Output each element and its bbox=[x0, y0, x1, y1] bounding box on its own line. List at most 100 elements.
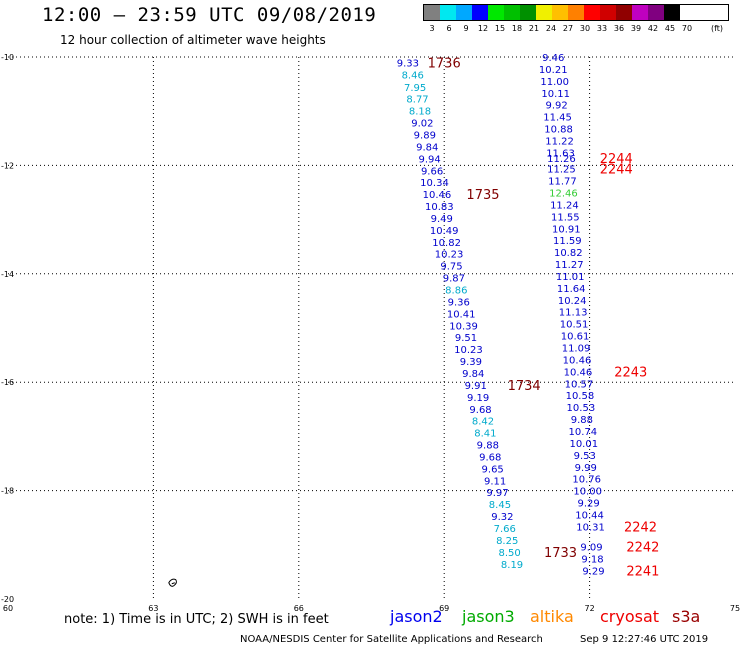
legend-swatch bbox=[488, 5, 504, 20]
swh-value: 9.68 bbox=[469, 405, 491, 416]
legend-swatch bbox=[440, 5, 456, 20]
legend-swatch bbox=[536, 5, 552, 20]
swh-value: 11.01 bbox=[556, 272, 585, 283]
legend-label: 42 bbox=[647, 24, 659, 33]
swh-value: 11.59 bbox=[553, 236, 582, 247]
swh-value: 8.25 bbox=[496, 536, 518, 547]
swh-value: 10.24 bbox=[558, 296, 587, 307]
lon-tick-label: 63 bbox=[148, 604, 158, 613]
swh-value: 9.84 bbox=[416, 142, 438, 153]
legend-label: 70 bbox=[681, 24, 693, 33]
legend-label: 36 bbox=[613, 24, 625, 33]
swh-value: 10.44 bbox=[575, 510, 604, 521]
lon-tick-label: 72 bbox=[585, 604, 595, 613]
time-label: 1734 bbox=[508, 379, 541, 394]
lon-tick-label: 66 bbox=[294, 604, 304, 613]
lat-tick-label: -16 bbox=[1, 378, 14, 387]
swh-value: 10.23 bbox=[454, 345, 483, 356]
swh-value: 9.87 bbox=[443, 274, 465, 285]
swh-value: 10.21 bbox=[539, 65, 568, 76]
swh-value: 10.46 bbox=[564, 367, 593, 378]
swh-value: 9.97 bbox=[486, 488, 508, 499]
legend-label: 9 bbox=[463, 24, 469, 33]
swh-value: 9.88 bbox=[571, 415, 593, 426]
swh-value: 9.91 bbox=[465, 381, 487, 392]
swh-value: 11.25 bbox=[547, 165, 576, 176]
swh-value: 11.09 bbox=[562, 344, 591, 355]
swh-value: 9.39 bbox=[460, 357, 482, 368]
time-label: 2241 bbox=[626, 564, 659, 579]
swh-value: 10.39 bbox=[449, 321, 478, 332]
swh-value: 10.61 bbox=[561, 332, 590, 343]
legend-label: 45 bbox=[664, 24, 676, 33]
legend-swatch bbox=[472, 5, 488, 20]
legend-swatch bbox=[504, 5, 520, 20]
swh-value: 9.84 bbox=[462, 369, 484, 380]
swh-value: 8.46 bbox=[402, 70, 424, 81]
swh-value: 11.27 bbox=[555, 260, 584, 271]
legend-swatch bbox=[552, 5, 568, 20]
map-subtitle: 12 hour collection of altimeter wave hei… bbox=[60, 33, 326, 47]
time-label: 2244 bbox=[600, 152, 633, 167]
legend-unit: (ft) bbox=[710, 24, 724, 33]
legend-swatch bbox=[584, 5, 600, 20]
satellite-jason2: jason2 bbox=[390, 607, 443, 626]
credit-text: NOAA/NESDIS Center for Satellite Applica… bbox=[240, 634, 543, 645]
swh-value: 10.57 bbox=[565, 379, 594, 390]
swh-value: 9.65 bbox=[482, 464, 504, 475]
swh-value: 8.50 bbox=[498, 548, 520, 559]
swh-value: 9.68 bbox=[479, 452, 501, 463]
swh-value: 9.75 bbox=[440, 262, 462, 273]
lat-tick-label: -20 bbox=[1, 595, 14, 604]
legend-label: 30 bbox=[579, 24, 591, 33]
satellite-jason3: jason3 bbox=[462, 607, 515, 626]
swh-value: 10.46 bbox=[423, 190, 452, 201]
legend-label: 18 bbox=[511, 24, 523, 33]
swh-value: 8.86 bbox=[445, 286, 467, 297]
swh-value: 7.95 bbox=[404, 83, 426, 94]
swh-value: 10.41 bbox=[447, 309, 476, 320]
swh-value: 11.00 bbox=[540, 77, 569, 88]
map-title: 12:00 – 23:59 UTC 09/08/2019 bbox=[42, 4, 377, 26]
swh-value: 10.23 bbox=[435, 250, 464, 261]
swh-value: 11.64 bbox=[557, 284, 586, 295]
swh-value: 10.83 bbox=[425, 202, 454, 213]
legend-label: 27 bbox=[562, 24, 574, 33]
swh-value: 9.11 bbox=[484, 476, 506, 487]
lat-tick-label: -14 bbox=[1, 270, 14, 279]
legend-swatch bbox=[616, 5, 632, 20]
time-label: 1736 bbox=[428, 56, 461, 71]
swh-value: 9.02 bbox=[411, 119, 433, 130]
swh-value: 9.32 bbox=[491, 512, 513, 523]
swh-value: 9.94 bbox=[419, 154, 441, 165]
swh-value: 10.82 bbox=[554, 248, 583, 259]
swh-value: 10.53 bbox=[567, 403, 596, 414]
swh-value: 9.33 bbox=[397, 58, 419, 69]
legend-swatch bbox=[648, 5, 664, 20]
swh-value: 9.29 bbox=[582, 566, 604, 577]
time-label: 2242 bbox=[626, 540, 659, 555]
swh-value: 10.31 bbox=[576, 522, 605, 533]
legend-label: 3 bbox=[429, 24, 435, 33]
swh-value: 8.45 bbox=[489, 500, 511, 511]
swh-value: 8.77 bbox=[406, 95, 428, 106]
legend-swatch bbox=[424, 5, 440, 20]
swh-value: 11.63 bbox=[546, 148, 575, 159]
swh-value: 10.49 bbox=[430, 226, 459, 237]
legend-labels: (ft) 3 6 9 12 15 18 21 24 27 30 33 36 39 42 45 70 bbox=[423, 24, 729, 36]
swh-value: 10.74 bbox=[568, 427, 597, 438]
time-label: 2243 bbox=[614, 365, 647, 380]
swh-value: 9.51 bbox=[455, 333, 477, 344]
swh-value: 11.24 bbox=[550, 200, 579, 211]
swh-value: 9.19 bbox=[467, 393, 489, 404]
lat-tick-label: -10 bbox=[1, 53, 14, 62]
satellite-cryosat: cryosat bbox=[600, 607, 660, 626]
swh-value: 9.88 bbox=[477, 441, 499, 452]
swh-value: 9.29 bbox=[577, 499, 599, 510]
legend-swatch bbox=[600, 5, 616, 20]
satellite-altika: altika bbox=[530, 607, 574, 626]
swh-value: 8.41 bbox=[474, 429, 496, 440]
legend-swatch bbox=[520, 5, 536, 20]
legend-label: 6 bbox=[446, 24, 452, 33]
swh-value: 9.53 bbox=[574, 451, 596, 462]
